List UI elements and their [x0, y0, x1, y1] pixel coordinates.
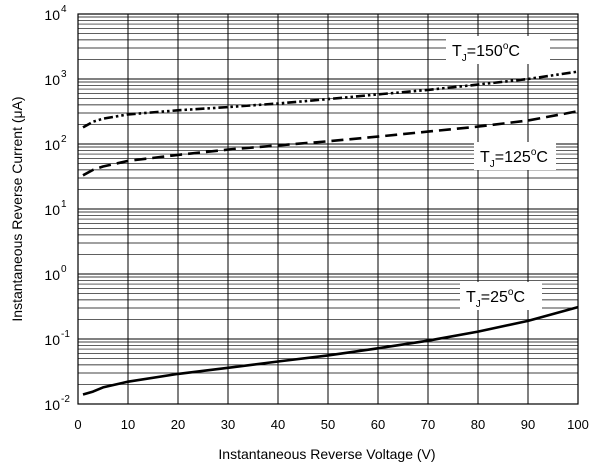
- grid: [78, 14, 578, 404]
- label-unit: C: [513, 289, 525, 306]
- label-sub: J: [490, 159, 495, 170]
- x-tick-label: 60: [371, 417, 385, 432]
- label-sup: o: [531, 147, 537, 158]
- x-tick-label: 80: [471, 417, 485, 432]
- series-line-2: [82, 305, 579, 396]
- plot-frame: [77, 13, 579, 405]
- x-tick-labels: 0 10 20 30 40 50 60 70 80 90 100: [74, 417, 588, 432]
- series-line-0: [82, 70, 579, 129]
- y-tick-exponent: -1: [61, 329, 70, 340]
- series-line-1: [82, 109, 579, 177]
- series-label-bg: [460, 282, 542, 310]
- x-tick-label: 40: [271, 417, 285, 432]
- series-layer: [82, 70, 579, 396]
- x-tick-label: 0: [74, 417, 81, 432]
- label-main: T: [480, 149, 490, 166]
- x-tick-label: 10: [121, 417, 135, 432]
- y-tick-label: 10: [44, 267, 60, 283]
- y-tick-exponent: -2: [61, 394, 70, 405]
- label-main: T: [452, 43, 462, 60]
- label-sup: o: [508, 287, 514, 298]
- x-tick-label: 70: [421, 417, 435, 432]
- series-label-text: TJ=125oC: [480, 147, 548, 170]
- y-tick-label: 10: [44, 332, 60, 348]
- y-tick-label: 10: [44, 202, 60, 218]
- y-tick-label: 10: [44, 137, 60, 153]
- y-tick-exponent: 3: [61, 69, 67, 80]
- label-value: =25: [481, 289, 508, 306]
- y-axis-label: Instantaneous Reverse Current (μA): [9, 96, 25, 321]
- y-tick-exponent: 0: [61, 264, 67, 275]
- label-unit: C: [536, 149, 548, 166]
- x-tick-label: 30: [221, 417, 235, 432]
- y-tick-exponent: 1: [61, 199, 67, 210]
- x-tick-label: 100: [567, 417, 589, 432]
- label-main: T: [466, 289, 476, 306]
- label-value: =125: [495, 149, 531, 166]
- y-tick-label: 10: [44, 397, 60, 413]
- label-sub: J: [476, 299, 481, 310]
- y-tick-label: 10: [44, 7, 60, 23]
- x-tick-label: 50: [321, 417, 335, 432]
- x-tick-label: 20: [171, 417, 185, 432]
- x-tick-label: 90: [521, 417, 535, 432]
- series-label-0: TJ=150oC: [446, 36, 550, 64]
- y-tick-exponent: 4: [61, 4, 67, 15]
- label-unit: C: [508, 43, 520, 60]
- series-label-2: TJ=25oC: [460, 282, 542, 310]
- series-label-text: TJ=150oC: [452, 41, 520, 64]
- label-sub: J: [462, 53, 467, 64]
- series-label-bg: [446, 36, 550, 64]
- series-label-bg: [474, 142, 556, 170]
- y-tick-exponent: 2: [61, 134, 67, 145]
- y-tick-label: 10: [44, 72, 60, 88]
- x-axis-label: Instantaneous Reverse Voltage (V): [218, 446, 435, 462]
- label-sup: o: [503, 41, 509, 52]
- series-label-text: TJ=25oC: [466, 287, 525, 310]
- label-value: =150: [467, 43, 503, 60]
- series-label-1: TJ=125oC: [474, 142, 556, 170]
